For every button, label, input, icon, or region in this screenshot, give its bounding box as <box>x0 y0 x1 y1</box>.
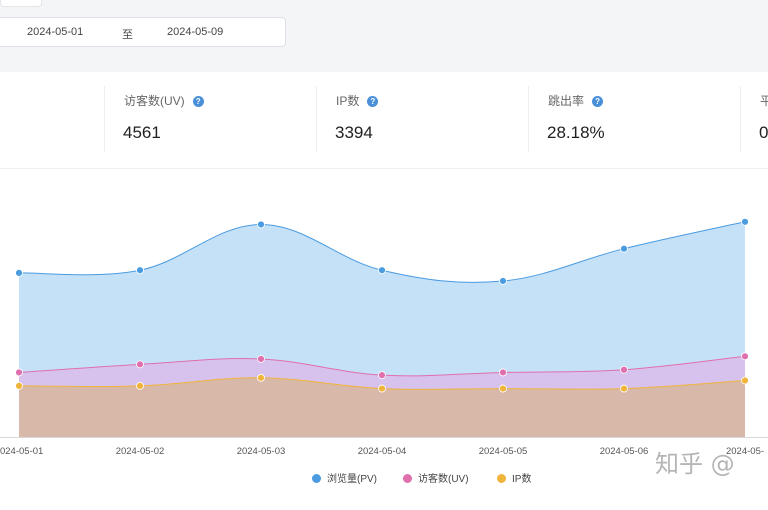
data-point-2-0[interactable] <box>15 381 23 390</box>
help-icon[interactable]: ? <box>592 96 604 107</box>
metric-label: 跳出率 <box>548 94 585 108</box>
metric-value: 28.18% <box>547 123 605 142</box>
x-tick-label: 2024-05-04 <box>358 446 407 457</box>
metric-divider <box>528 86 529 152</box>
help-icon[interactable]: ? <box>192 96 204 107</box>
watermark: 知乎 @ <box>655 450 735 478</box>
data-point-0-6[interactable] <box>741 217 749 226</box>
legend-dot-icon <box>312 474 321 483</box>
date-range-picker[interactable]: 2024-05-01 至 2024-05-09 <box>0 17 286 47</box>
metric-bounce-rate: 跳出率? 28.18% <box>528 88 740 152</box>
data-point-2-5[interactable] <box>620 384 628 393</box>
data-point-2-4[interactable] <box>499 384 507 393</box>
legend-item-2[interactable]: IP数 <box>497 470 531 485</box>
series-area-2 <box>19 377 745 437</box>
date-start-input[interactable]: 2024-05-01 <box>27 26 84 38</box>
x-tick-label: 2024-05- <box>726 446 764 457</box>
metric-ip: IP数? 3394 <box>316 88 528 152</box>
legend-item-0[interactable]: 浏览量(PV) <box>312 470 377 485</box>
data-point-0-0[interactable] <box>15 269 23 277</box>
data-point-1-1[interactable] <box>136 360 144 369</box>
metric-label: 访客数(UV) <box>124 94 185 108</box>
data-point-2-2[interactable] <box>257 373 265 382</box>
date-end-input[interactable]: 2024-05-09 <box>167 26 224 38</box>
metric-uv: 访客数(UV)? 4561 <box>104 88 316 152</box>
data-point-2-3[interactable] <box>378 384 386 393</box>
metrics-row: 访客数(UV)? 4561 IP数? 3394 跳出率? 28.18% 平 0 <box>0 72 768 169</box>
x-tick-label: 2024-05-01 <box>0 446 43 457</box>
data-point-1-3[interactable] <box>378 371 386 380</box>
legend-label: 浏览量(PV) <box>327 474 377 485</box>
data-point-1-4[interactable] <box>499 368 507 377</box>
help-icon[interactable]: ? <box>367 96 379 107</box>
metric-divider <box>316 86 317 152</box>
date-range-separator: 至 <box>122 29 133 41</box>
data-point-1-6[interactable] <box>741 352 749 361</box>
toolbar: 2024-05-01 至 2024-05-09 <box>0 0 768 72</box>
legend-item-1[interactable]: 访客数(UV) <box>403 470 469 485</box>
area-chart: 2024-05-01 2024-05-02 2024-05-03 2024-05-04… <box>0 217 768 457</box>
data-point-2-1[interactable] <box>136 381 144 390</box>
data-point-0-5[interactable] <box>620 244 628 253</box>
data-point-0-2[interactable] <box>257 220 265 229</box>
stats-card: 访客数(UV)? 4561 IP数? 3394 跳出率? 28.18% 平 0 … <box>0 72 768 510</box>
metric-value: 3394 <box>335 123 373 142</box>
legend-label: IP数 <box>512 474 532 485</box>
data-point-0-3[interactable] <box>378 266 386 275</box>
chart-legend: 浏览量(PV) 访客数(UV) IP数 <box>0 470 768 486</box>
data-point-0-4[interactable] <box>499 277 507 285</box>
metric-avg: 平 0 <box>740 88 768 152</box>
data-point-0-1[interactable] <box>136 266 144 275</box>
x-tick-label: 2024-05-02 <box>116 446 165 457</box>
metric-value: 0 <box>759 123 768 142</box>
metric-divider <box>104 86 105 152</box>
x-tick-label: 2024-05-06 <box>600 446 649 457</box>
metric-divider <box>740 86 741 152</box>
metric-label: IP数 <box>336 94 360 108</box>
x-tick-label: 2024-05-03 <box>237 446 286 457</box>
data-point-1-0[interactable] <box>15 368 23 377</box>
data-point-1-2[interactable] <box>257 355 265 363</box>
metric-value: 4561 <box>123 123 161 142</box>
data-point-1-5[interactable] <box>620 365 628 374</box>
legend-dot-icon <box>403 474 412 483</box>
legend-dot-icon <box>497 474 506 483</box>
top-tab[interactable] <box>0 0 42 7</box>
legend-label: 访客数(UV) <box>418 474 469 485</box>
metric-label: 平 <box>760 94 768 108</box>
data-point-2-6[interactable] <box>741 376 749 385</box>
x-tick-label: 2024-05-05 <box>479 446 528 457</box>
